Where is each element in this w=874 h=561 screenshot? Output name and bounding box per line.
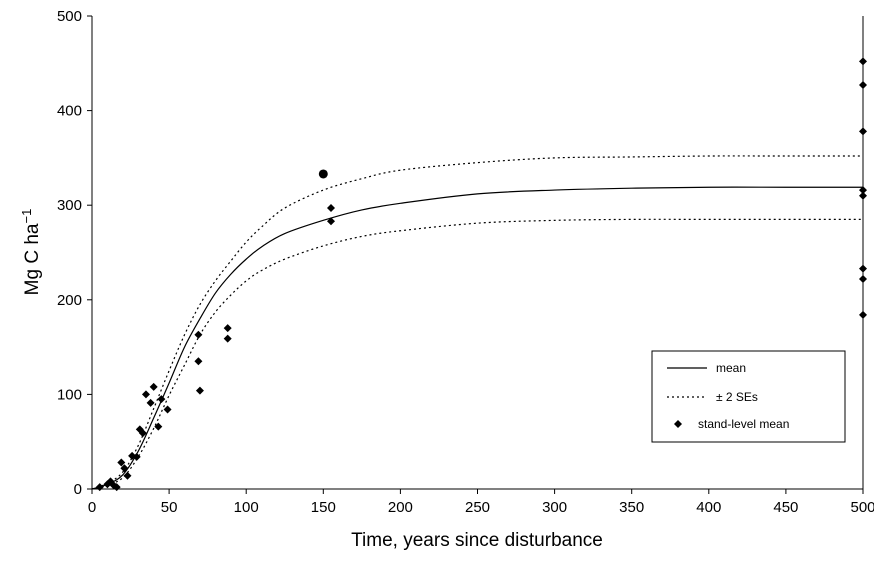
stand-level-point xyxy=(859,274,867,283)
stand-level-point xyxy=(132,452,141,461)
y-axis-title: Mg C ha−1 xyxy=(19,209,43,296)
upper-se-curve xyxy=(91,155,863,490)
y-tick-label: 400 xyxy=(57,103,82,120)
x-tick-label: 50 xyxy=(161,499,178,516)
stand-level-point xyxy=(223,324,232,333)
ticks: 0 50 100 150 200 250 300 350 400 450 500 0 100 200 300… xyxy=(57,8,874,516)
stand-level-point xyxy=(154,422,163,431)
stand-level-point xyxy=(120,464,129,473)
lower-se-curve xyxy=(91,218,863,490)
stand-level-point xyxy=(138,429,147,438)
legend-box xyxy=(651,350,846,443)
stand-level-point xyxy=(117,458,126,467)
stand-level-point xyxy=(859,264,867,273)
stand-level-point xyxy=(327,204,336,213)
stand-level-point xyxy=(141,390,150,399)
x-tick-label: 0 xyxy=(88,499,96,516)
x-tick-label: 100 xyxy=(234,499,259,516)
legend-swatch-diamond xyxy=(674,420,682,428)
x-axis-title: Time, years since disturbance xyxy=(351,530,603,551)
y-tick-label: 100 xyxy=(57,386,82,403)
y-axis-title-sup: −1 xyxy=(19,209,34,224)
mean-curve xyxy=(91,186,863,490)
y-axis-title-base: Mg C ha xyxy=(22,223,43,295)
stand-level-point xyxy=(149,382,158,391)
y-tick-label: 300 xyxy=(57,197,82,214)
x-tick-label: 350 xyxy=(619,499,644,516)
x-tick-label: 400 xyxy=(696,499,721,516)
x-tick-label: 500 xyxy=(850,499,874,516)
outlier-point xyxy=(318,169,328,179)
stand-level-point xyxy=(859,186,867,195)
stand-level-point xyxy=(223,334,232,343)
stand-level-point xyxy=(194,330,203,339)
stand-level-point xyxy=(327,217,336,226)
stand-level-point xyxy=(859,81,867,90)
legend: mean ± 2 SEs stand-level mean xyxy=(651,350,846,443)
stand-level-point xyxy=(146,398,155,407)
y-tick-label: 500 xyxy=(57,8,82,25)
stand-level-point xyxy=(163,405,172,414)
stand-level-point xyxy=(859,310,867,319)
legend-label-stand-level: stand-level mean xyxy=(698,417,789,431)
x-tick-label: 250 xyxy=(465,499,490,516)
stand-level-point xyxy=(859,127,867,136)
x-tick-label: 200 xyxy=(388,499,413,516)
stand-level-point xyxy=(195,386,204,395)
legend-label-se: ± 2 SEs xyxy=(716,390,758,404)
legend-label-mean: mean xyxy=(716,361,746,375)
markers xyxy=(95,57,867,492)
x-tick-label: 300 xyxy=(542,499,567,516)
stand-level-point xyxy=(112,483,121,492)
x-tick-label: 150 xyxy=(311,499,336,516)
stand-level-point xyxy=(859,191,867,200)
stand-level-point xyxy=(123,471,132,480)
stand-level-point xyxy=(859,57,867,66)
stand-level-point xyxy=(194,357,203,366)
y-tick-label: 200 xyxy=(57,292,82,309)
y-tick-label: 0 xyxy=(74,481,82,498)
stand-level-point xyxy=(95,483,104,492)
stand-level-point xyxy=(157,395,166,404)
curves xyxy=(91,155,863,490)
x-tick-label: 450 xyxy=(773,499,798,516)
